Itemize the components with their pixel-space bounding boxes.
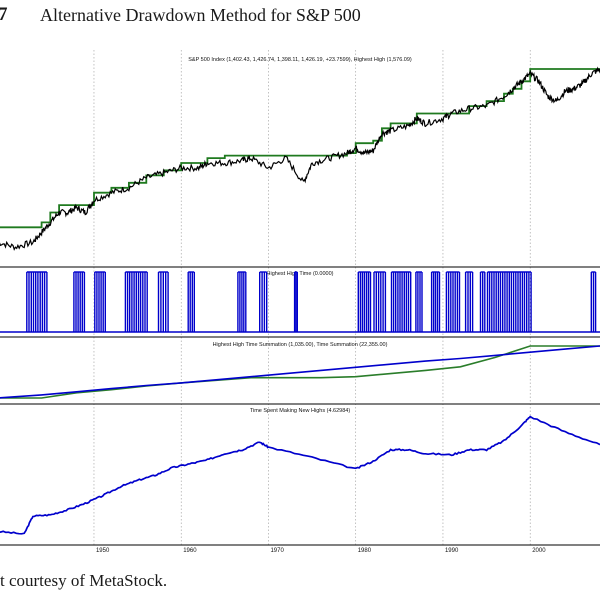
figure-title: Alternative Drawdown Method for S&P 500	[40, 5, 361, 25]
price-series-group	[0, 66, 600, 251]
sp500-price-line	[0, 66, 600, 251]
highest-high-time-panel: Highest High Time (0.0000)	[0, 271, 600, 333]
x-tick-label: 1960	[183, 548, 197, 554]
x-tick-label: 1950	[96, 548, 110, 554]
summation-series-group	[0, 345, 600, 399]
x-axis-ticks: 1950 1960 1970 1980 1990 2000	[96, 548, 546, 554]
vertical-grid	[93, 50, 531, 545]
time-new-highs-title: Time Spent Making New Highs (4.62984)	[250, 408, 351, 414]
highest-high-time-bars	[0, 271, 600, 333]
figure-caption: 7 Alternative Drawdown Method for S&P 50…	[0, 4, 600, 30]
price-panel-title: S&P 500 Index (1,402.43, 1,426.74, 1,398…	[188, 57, 412, 63]
summation-panel: Highest High Time Summation (1,035.00), …	[0, 342, 600, 399]
image-credit: t courtesy of MetaStock.	[0, 571, 168, 590]
x-tick-label: 2000	[532, 548, 546, 554]
time-summation-line	[0, 345, 600, 399]
figure-number: 7	[0, 4, 8, 25]
time-new-highs-panel: Time Spent Making New Highs (4.62984)	[0, 408, 600, 535]
time-new-highs-series-group	[0, 415, 600, 535]
price-panel: S&P 500 Index (1,402.43, 1,426.74, 1,398…	[0, 57, 600, 251]
summation-panel-title: Highest High Time Summation (1,035.00), …	[213, 342, 388, 348]
x-tick-label: 1970	[270, 548, 284, 554]
time-new-highs-line	[0, 415, 600, 535]
x-tick-label: 1990	[445, 548, 459, 554]
highest-high-time-title: Highest High Time (0.0000)	[267, 271, 334, 277]
x-tick-label: 1980	[358, 548, 372, 554]
